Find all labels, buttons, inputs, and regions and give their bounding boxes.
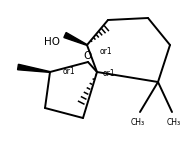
Text: CH₃: CH₃ bbox=[131, 118, 145, 127]
Text: or1: or1 bbox=[100, 46, 113, 56]
Text: or1: or1 bbox=[63, 68, 76, 76]
Text: or1: or1 bbox=[103, 69, 116, 78]
Polygon shape bbox=[17, 64, 50, 72]
Text: O: O bbox=[84, 51, 92, 61]
Text: HO: HO bbox=[44, 37, 60, 47]
Polygon shape bbox=[64, 33, 87, 45]
Text: CH₃: CH₃ bbox=[167, 118, 181, 127]
